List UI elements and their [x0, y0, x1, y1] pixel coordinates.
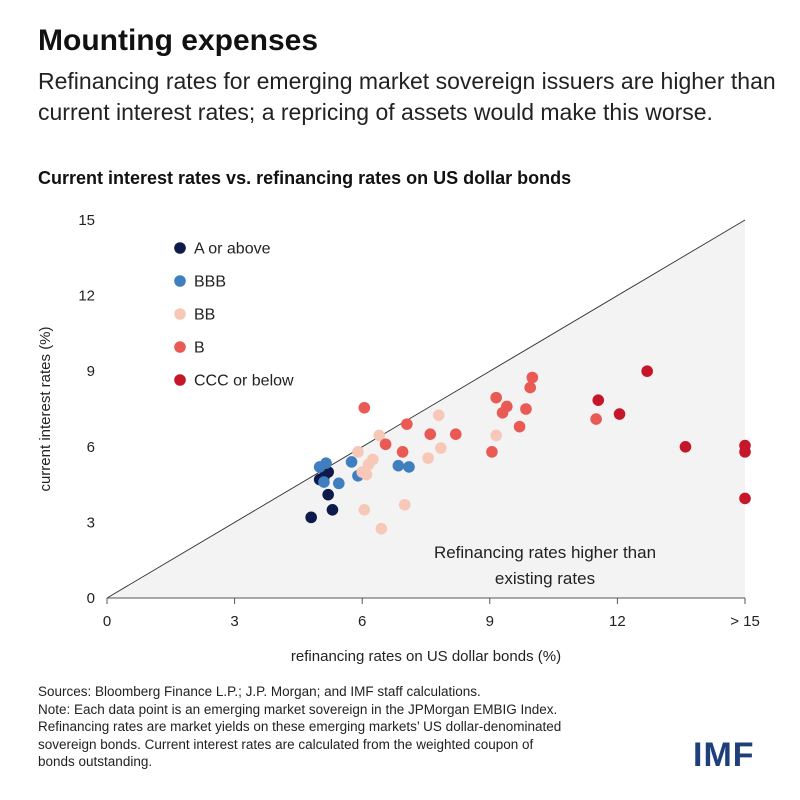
- data-point-ccc-or-below: [592, 394, 605, 406]
- data-point-bb: [352, 446, 364, 458]
- legend-marker-bb: [174, 308, 186, 320]
- x-tick-label: 0: [103, 613, 111, 630]
- data-point-ccc-or-below: [641, 365, 653, 378]
- data-point-bb: [375, 522, 388, 535]
- y-tick-label: 6: [87, 439, 95, 456]
- y-tick-label: 0: [87, 590, 95, 607]
- data-point-b: [513, 420, 526, 433]
- data-point-b: [449, 428, 462, 441]
- y-axis-ticks: 0 3 6 9 12 15: [78, 212, 95, 607]
- legend-marker-bbb: [174, 275, 186, 287]
- page-title: Mounting expenses: [38, 24, 319, 57]
- y-tick-label: 3: [87, 514, 95, 531]
- source-notes: Sources: Bloomberg Finance L.P.; J.P. Mo…: [38, 683, 678, 771]
- y-tick-label: 15: [78, 212, 95, 229]
- data-point-bb: [373, 429, 386, 442]
- sources-line: Sources: Bloomberg Finance L.P.; J.P. Mo…: [38, 684, 481, 699]
- legend-label-bbb: BBB: [194, 274, 226, 291]
- legend-label-a-or-above: A or above: [194, 241, 271, 258]
- data-point-bbb: [318, 476, 330, 488]
- data-point-bb: [358, 504, 371, 516]
- x-tick-label: 6: [358, 613, 366, 630]
- data-point-bb: [360, 468, 373, 481]
- page-subtitle: Refinancing rates for emerging market so…: [38, 68, 776, 125]
- data-point-b: [524, 381, 537, 394]
- x-axis-ticks: 0 3 6 9 12 > 15: [103, 598, 760, 630]
- y-tick-label: 12: [78, 288, 95, 305]
- note-line-3: sovereign bonds. Current interest rates …: [38, 736, 534, 752]
- data-point-bb: [367, 453, 379, 466]
- data-point-bbb: [403, 461, 415, 473]
- imf-logo: IMF: [693, 736, 755, 774]
- legend-label-ccc-or-below: CCC or below: [194, 373, 294, 390]
- reference-line-equal-rates: [106, 219, 746, 599]
- data-point-b: [490, 391, 502, 404]
- data-point-b: [424, 428, 437, 441]
- shaded-region-annotation: Refinancing rates higher than existing ra…: [434, 543, 656, 588]
- y-tick-label: 9: [87, 363, 95, 380]
- legend-label-bb: BB: [194, 307, 215, 324]
- legend-marker-a-or-above: [174, 242, 186, 254]
- annotation-line: existing rates: [495, 569, 595, 588]
- data-point-bbb: [333, 477, 345, 490]
- data-point-b: [379, 438, 392, 451]
- data-point-ccc-or-below: [613, 408, 626, 420]
- chart-title: Current interest rates vs. refinancing r…: [38, 168, 572, 188]
- note-line-2: Refinancing rates are market yields on t…: [38, 719, 562, 735]
- data-point-a-or-above: [326, 504, 339, 516]
- annotation-line: Refinancing rates higher than: [434, 543, 656, 562]
- x-tick-label: 12: [609, 613, 626, 630]
- data-point-b: [401, 418, 413, 430]
- data-point-b: [501, 400, 513, 413]
- x-tick-label: > 15: [730, 613, 760, 630]
- data-point-a-or-above: [322, 488, 334, 501]
- data-point-b: [358, 401, 371, 414]
- legend-marker-ccc-or-below: [174, 374, 186, 386]
- data-point-bb: [398, 498, 411, 511]
- data-point-ccc-or-below: [739, 492, 751, 505]
- data-point-bbb: [320, 457, 332, 469]
- y-axis-label: current interest rates (%): [37, 326, 54, 491]
- x-tick-label: 9: [486, 613, 494, 630]
- data-point-b: [526, 371, 539, 384]
- data-point-b: [396, 446, 409, 458]
- x-axis-label: refinancing rates on US dollar bonds (%): [291, 648, 561, 665]
- data-point-bb: [432, 409, 445, 422]
- data-point-bb: [435, 442, 447, 454]
- data-point-bbb: [345, 456, 358, 468]
- data-point-ccc-or-below: [739, 446, 751, 458]
- data-point-b: [486, 446, 498, 458]
- data-point-bb: [422, 452, 434, 464]
- legend-label-b: B: [194, 340, 205, 357]
- legend-marker-b: [174, 341, 186, 353]
- data-point-b: [520, 403, 532, 415]
- data-points: [305, 365, 751, 535]
- data-point-ccc-or-below: [679, 441, 692, 453]
- x-tick-label: 3: [230, 613, 238, 630]
- data-point-a-or-above: [322, 466, 334, 478]
- data-point-a-or-above: [305, 511, 317, 524]
- note-line-1: Note: Each data point is an emerging mar…: [38, 701, 558, 717]
- note-line-4: bonds outstanding.: [38, 754, 153, 770]
- data-point-bbb: [392, 459, 405, 472]
- data-point-bb: [490, 429, 502, 442]
- data-point-b: [590, 413, 602, 425]
